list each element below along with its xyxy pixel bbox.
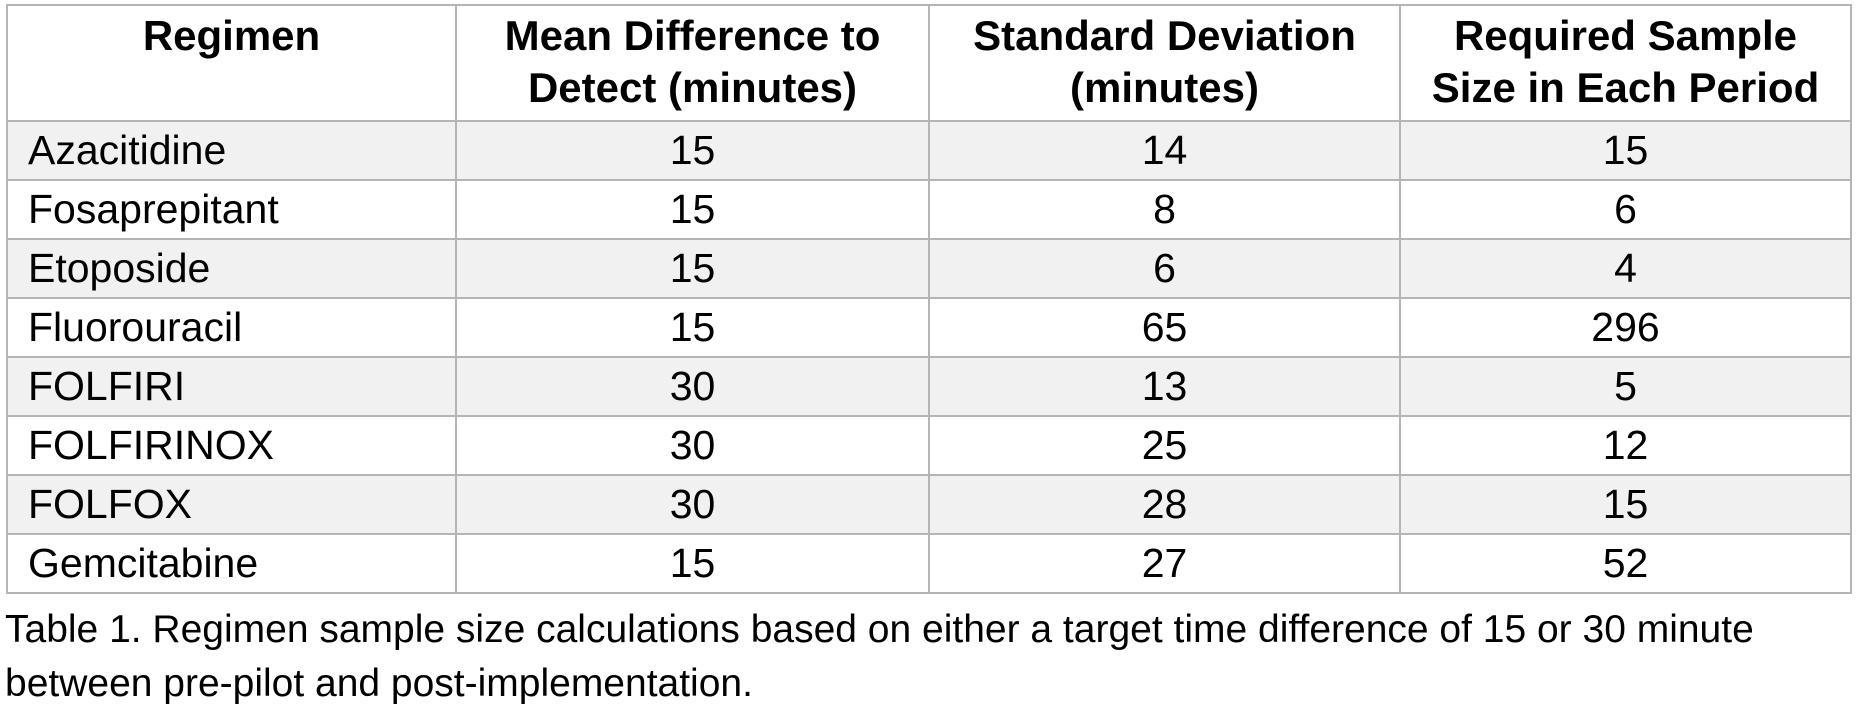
cell-regimen: FOLFIRI	[6, 356, 457, 417]
cell-standard-deviation: 65	[928, 297, 1401, 358]
table-caption: Table 1. Regimen sample size calculation…	[5, 608, 1754, 705]
cell-mean-difference: 30	[455, 474, 930, 535]
table-row: Fluorouracil 15 65 296	[6, 297, 1852, 358]
table-row: Etoposide 15 6 4	[6, 238, 1852, 299]
cell-regimen: FOLFOX	[6, 474, 457, 535]
cell-standard-deviation: 25	[928, 415, 1401, 476]
regimen-sample-size-table: Regimen Mean Difference to Detect (minut…	[6, 4, 1852, 594]
table-row: FOLFIRINOX 30 25 12	[6, 415, 1852, 476]
cell-standard-deviation: 13	[928, 356, 1401, 417]
cell-sample-size: 15	[1399, 474, 1852, 535]
cell-sample-size: 6	[1399, 179, 1852, 240]
table-row: FOLFIRI 30 13 5	[6, 356, 1852, 417]
cell-regimen: Azacitidine	[6, 120, 457, 181]
cell-regimen: Etoposide	[6, 238, 457, 299]
cell-sample-size: 5	[1399, 356, 1852, 417]
header-row: Regimen Mean Difference to Detect (minut…	[6, 4, 1852, 122]
cell-standard-deviation: 8	[928, 179, 1401, 240]
cell-mean-difference: 15	[455, 120, 930, 181]
cell-sample-size: 15	[1399, 120, 1852, 181]
page: Regimen Mean Difference to Detect (minut…	[0, 4, 1856, 726]
column-header-regimen: Regimen	[6, 4, 457, 122]
cell-mean-difference: 15	[455, 238, 930, 299]
column-header-sample-size: Required Sample Size in Each Period	[1399, 4, 1852, 122]
cell-mean-difference: 15	[455, 533, 930, 594]
table-row: Azacitidine 15 14 15	[6, 120, 1852, 181]
cell-standard-deviation: 14	[928, 120, 1401, 181]
cell-standard-deviation: 28	[928, 474, 1401, 535]
cell-standard-deviation: 27	[928, 533, 1401, 594]
cell-regimen: Fluorouracil	[6, 297, 457, 358]
cell-regimen: Fosaprepitant	[6, 179, 457, 240]
table-body: Azacitidine 15 14 15 Fosaprepitant 15 8 …	[6, 120, 1852, 594]
cell-mean-difference: 15	[455, 297, 930, 358]
column-header-standard-deviation: Standard Deviation (minutes)	[928, 4, 1401, 122]
cell-regimen: FOLFIRINOX	[6, 415, 457, 476]
table-row: FOLFOX 30 28 15	[6, 474, 1852, 535]
cell-mean-difference: 30	[455, 356, 930, 417]
table-header: Regimen Mean Difference to Detect (minut…	[6, 4, 1852, 122]
cell-regimen: Gemcitabine	[6, 533, 457, 594]
cell-standard-deviation: 6	[928, 238, 1401, 299]
cell-sample-size: 296	[1399, 297, 1852, 358]
cell-sample-size: 12	[1399, 415, 1852, 476]
column-header-mean-difference: Mean Difference to Detect (minutes)	[455, 4, 930, 122]
cell-mean-difference: 30	[455, 415, 930, 476]
cell-sample-size: 52	[1399, 533, 1852, 594]
table-row: Gemcitabine 15 27 52	[6, 533, 1852, 594]
cell-sample-size: 4	[1399, 238, 1852, 299]
table-row: Fosaprepitant 15 8 6	[6, 179, 1852, 240]
cell-mean-difference: 15	[455, 179, 930, 240]
